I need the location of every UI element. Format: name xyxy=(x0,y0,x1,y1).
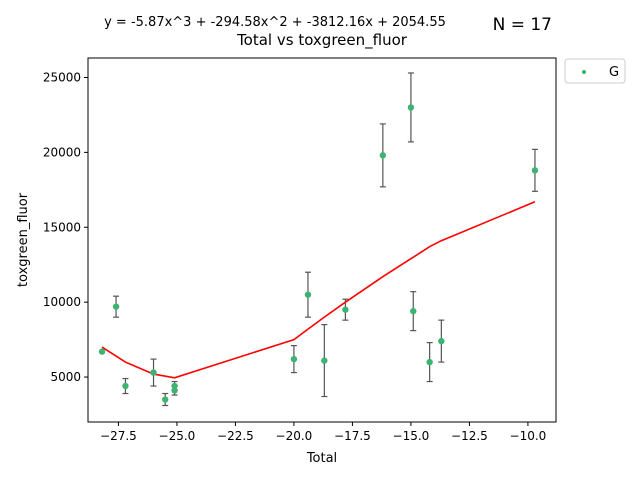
fit-line xyxy=(101,201,536,379)
legend-box xyxy=(564,58,626,84)
x-tick-label: −17.5 xyxy=(334,429,371,443)
data-point xyxy=(426,358,433,366)
data-point xyxy=(407,104,415,111)
data-point xyxy=(171,382,178,390)
data-point xyxy=(162,396,169,403)
data-point xyxy=(438,337,445,345)
data-point xyxy=(531,167,539,174)
legend-label: G xyxy=(609,65,619,80)
data-point xyxy=(379,152,387,159)
x-tick-label: −25.0 xyxy=(159,429,196,443)
chart-title: Total vs toxgreen_fluor xyxy=(236,31,408,50)
y-tick-label: 15000 xyxy=(43,220,81,234)
data-point xyxy=(98,348,106,355)
data-point xyxy=(171,387,178,394)
data-point xyxy=(410,307,417,315)
data-point xyxy=(342,306,349,313)
legend: G xyxy=(564,58,626,84)
data-point xyxy=(321,357,328,364)
x-tick-label: −15.0 xyxy=(393,429,430,443)
legend-marker xyxy=(582,70,586,74)
y-tick-label: 10000 xyxy=(43,295,81,309)
x-tick-label: −20.0 xyxy=(276,429,313,443)
x-tick-label: −27.5 xyxy=(100,429,137,443)
y-axis-label: toxgreen_fluor xyxy=(16,192,31,287)
y-tick-label: 5000 xyxy=(50,370,81,384)
data-point xyxy=(150,369,157,376)
fit-equation: y = -5.87x^3 + -294.58x^2 + -3812.16x + … xyxy=(104,15,446,30)
data-point xyxy=(112,303,120,310)
x-axis-label: Total xyxy=(306,451,337,466)
data-point xyxy=(122,382,129,390)
x-tick-label: −12.5 xyxy=(451,429,488,443)
plot-frame xyxy=(87,57,557,423)
x-tick-label: −10.0 xyxy=(510,429,547,443)
y-tick-label: 20000 xyxy=(43,145,81,159)
y-tick-label: 25000 xyxy=(43,70,81,84)
x-tick-label: −22.5 xyxy=(217,429,254,443)
data-point xyxy=(290,355,298,363)
sample-count: N = 17 xyxy=(493,15,552,35)
data-point xyxy=(304,291,312,298)
